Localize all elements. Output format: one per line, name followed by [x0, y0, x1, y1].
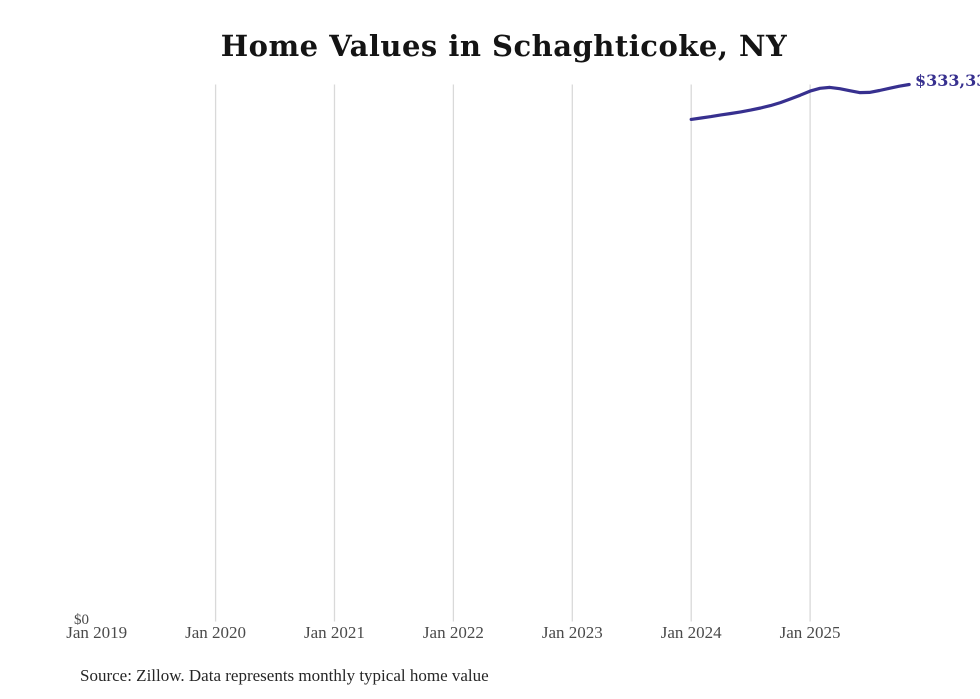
home-value-line — [689, 82, 911, 122]
chart-title: Home Values in Schaghticoke, NY — [220, 29, 788, 63]
source-note: Source: Zillow. Data represents monthly … — [80, 666, 489, 685]
x-tick-label: Jan 2019 — [66, 623, 128, 642]
x-tick-label: Jan 2020 — [185, 623, 247, 642]
series-end-value-label: $333,333 — [915, 71, 980, 90]
x-tick-label: Jan 2023 — [541, 623, 603, 642]
x-tick-label: Jan 2025 — [779, 623, 841, 642]
x-tick-label: Jan 2021 — [304, 623, 365, 642]
x-tick-label: Jan 2024 — [660, 623, 722, 642]
series-line-group — [689, 82, 911, 122]
x-tick-label: Jan 2022 — [422, 623, 484, 642]
gridlines — [214, 84, 811, 622]
y-axis-zero-label: $0 — [74, 612, 89, 628]
